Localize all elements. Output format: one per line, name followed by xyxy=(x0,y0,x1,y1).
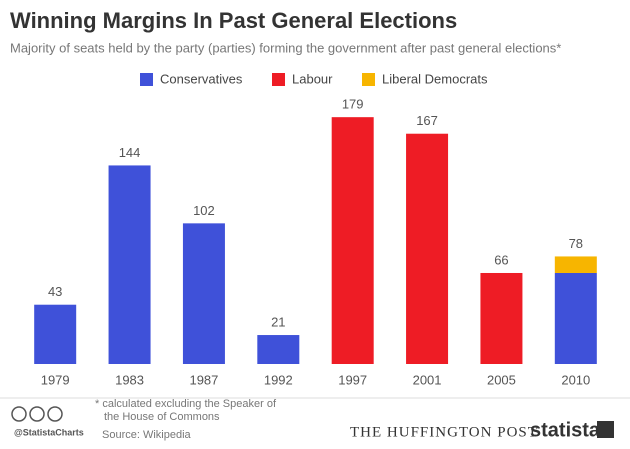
x-tick-label: 1979 xyxy=(41,372,70,387)
legend-label: Liberal Democrats xyxy=(382,71,488,86)
x-tick-label: 2005 xyxy=(487,372,516,387)
bar xyxy=(406,133,449,364)
x-tick-label: 1997 xyxy=(338,372,367,387)
bar xyxy=(554,256,597,273)
chart-title: Winning Margins In Past General Election… xyxy=(10,8,457,33)
value-label: 144 xyxy=(119,145,141,160)
bar xyxy=(554,272,597,364)
x-tick-label: 1983 xyxy=(115,372,144,387)
footer-source: Source: Wikipedia xyxy=(102,429,192,441)
footer-partner: THE HUFFINGTON POST xyxy=(350,424,538,440)
bar xyxy=(257,335,300,364)
legend-swatch xyxy=(140,73,153,86)
x-tick-label: 1987 xyxy=(189,372,218,387)
bar xyxy=(480,272,523,364)
value-label: 43 xyxy=(48,284,62,299)
x-tick-label: 1992 xyxy=(264,372,293,387)
value-label: 21 xyxy=(271,314,285,329)
value-label: 66 xyxy=(494,252,508,267)
footer-note: the House of Commons xyxy=(104,411,220,423)
footer-note: * calculated excluding the Speaker of xyxy=(95,398,277,410)
bar xyxy=(331,117,374,364)
legend-label: Conservatives xyxy=(160,71,243,86)
bar xyxy=(182,223,225,364)
value-label: 167 xyxy=(416,113,438,128)
legend-swatch xyxy=(362,73,375,86)
value-label: 78 xyxy=(569,236,583,251)
legend-swatch xyxy=(272,73,285,86)
cc-icons xyxy=(11,406,63,422)
brand-logo xyxy=(597,421,614,438)
chart-subtitle: Majority of seats held by the party (par… xyxy=(10,40,561,55)
legend-label: Labour xyxy=(292,71,333,86)
footer-handle: @StatistaCharts xyxy=(14,427,84,437)
bar xyxy=(34,304,77,364)
footer-brand: statista xyxy=(530,419,601,441)
bar xyxy=(108,165,151,364)
x-tick-label: 2010 xyxy=(561,372,590,387)
value-label: 179 xyxy=(342,97,364,112)
x-tick-label: 2001 xyxy=(413,372,442,387)
value-label: 102 xyxy=(193,203,215,218)
